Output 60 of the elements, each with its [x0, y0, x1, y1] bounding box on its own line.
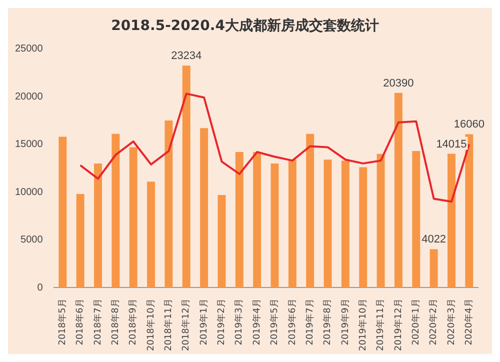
- x-tick-label: 2019年11月: [375, 298, 386, 352]
- x-tick-label: 2020年4月: [464, 298, 475, 346]
- bar: [200, 128, 208, 288]
- bar: [253, 152, 262, 288]
- bar: [324, 160, 332, 288]
- bar: [376, 154, 385, 288]
- x-tick-label: 2019年7月: [304, 298, 316, 346]
- bar: [359, 167, 368, 288]
- x-tick-label: 2018年8月: [110, 298, 122, 346]
- x-tick-label: 2020年2月: [428, 298, 440, 346]
- bar: [394, 92, 402, 288]
- y-tick-label: 10000: [14, 186, 44, 198]
- x-tick-label: 2019年4月: [251, 298, 262, 346]
- bar: [235, 152, 244, 288]
- bar: [129, 147, 138, 288]
- data-label: 4022: [422, 234, 446, 246]
- bar: [270, 163, 279, 288]
- bar: [218, 194, 226, 288]
- x-tick-label: 2018年11月: [163, 298, 174, 352]
- bar: [341, 160, 350, 288]
- x-tick-label: 2018年10月: [145, 298, 156, 352]
- x-tick-label: 2019年2月: [216, 298, 228, 346]
- y-tick-label: 15000: [14, 139, 44, 150]
- x-tick-label: 2019年9月: [340, 298, 351, 346]
- bar: [412, 151, 420, 288]
- data-label: 20390: [383, 77, 414, 90]
- x-tick-label: 2019年8月: [322, 298, 334, 346]
- bar: [147, 182, 155, 288]
- x-tick-label: 2018年9月: [128, 298, 139, 346]
- y-tick-label: 0: [37, 282, 44, 294]
- bar: [288, 160, 296, 288]
- y-tick-label: 25000: [14, 44, 44, 55]
- x-tick-label: 2019年1月: [198, 298, 210, 346]
- data-label: 14015: [436, 138, 467, 150]
- x-tick-label: 2019年6月: [286, 298, 298, 346]
- bar: [58, 136, 67, 288]
- x-tick-label: 2020年3月: [446, 298, 457, 346]
- x-tick-label: 2018年5月: [56, 298, 68, 346]
- y-tick-label: 20000: [14, 91, 44, 102]
- x-tick-label: 2018年7月: [92, 298, 104, 346]
- data-label: 16060: [454, 118, 484, 131]
- x-tick-label: 2019年10月: [357, 298, 368, 352]
- bar: [465, 134, 474, 288]
- bar: [430, 249, 438, 288]
- x-tick-label: 2018年6月: [74, 298, 86, 346]
- x-tick-label: 2018年12月: [180, 298, 192, 352]
- x-tick-label: 2019年5月: [269, 298, 280, 346]
- data-label: 23234: [171, 50, 202, 62]
- bar: [164, 120, 173, 288]
- bar: [76, 194, 84, 288]
- x-tick-label: 2019年12月: [392, 298, 404, 352]
- x-tick-label: 2019年3月: [234, 298, 245, 346]
- y-tick-label: 5000: [20, 234, 44, 246]
- bar: [112, 134, 120, 288]
- chart-title: 2018.5-2020.4大成都新房成交套数统计: [111, 17, 379, 34]
- bar: [306, 134, 314, 288]
- bar: [182, 66, 190, 288]
- bar: [448, 154, 456, 288]
- bar: [94, 163, 102, 288]
- x-tick-label: 2020年1月: [410, 298, 422, 346]
